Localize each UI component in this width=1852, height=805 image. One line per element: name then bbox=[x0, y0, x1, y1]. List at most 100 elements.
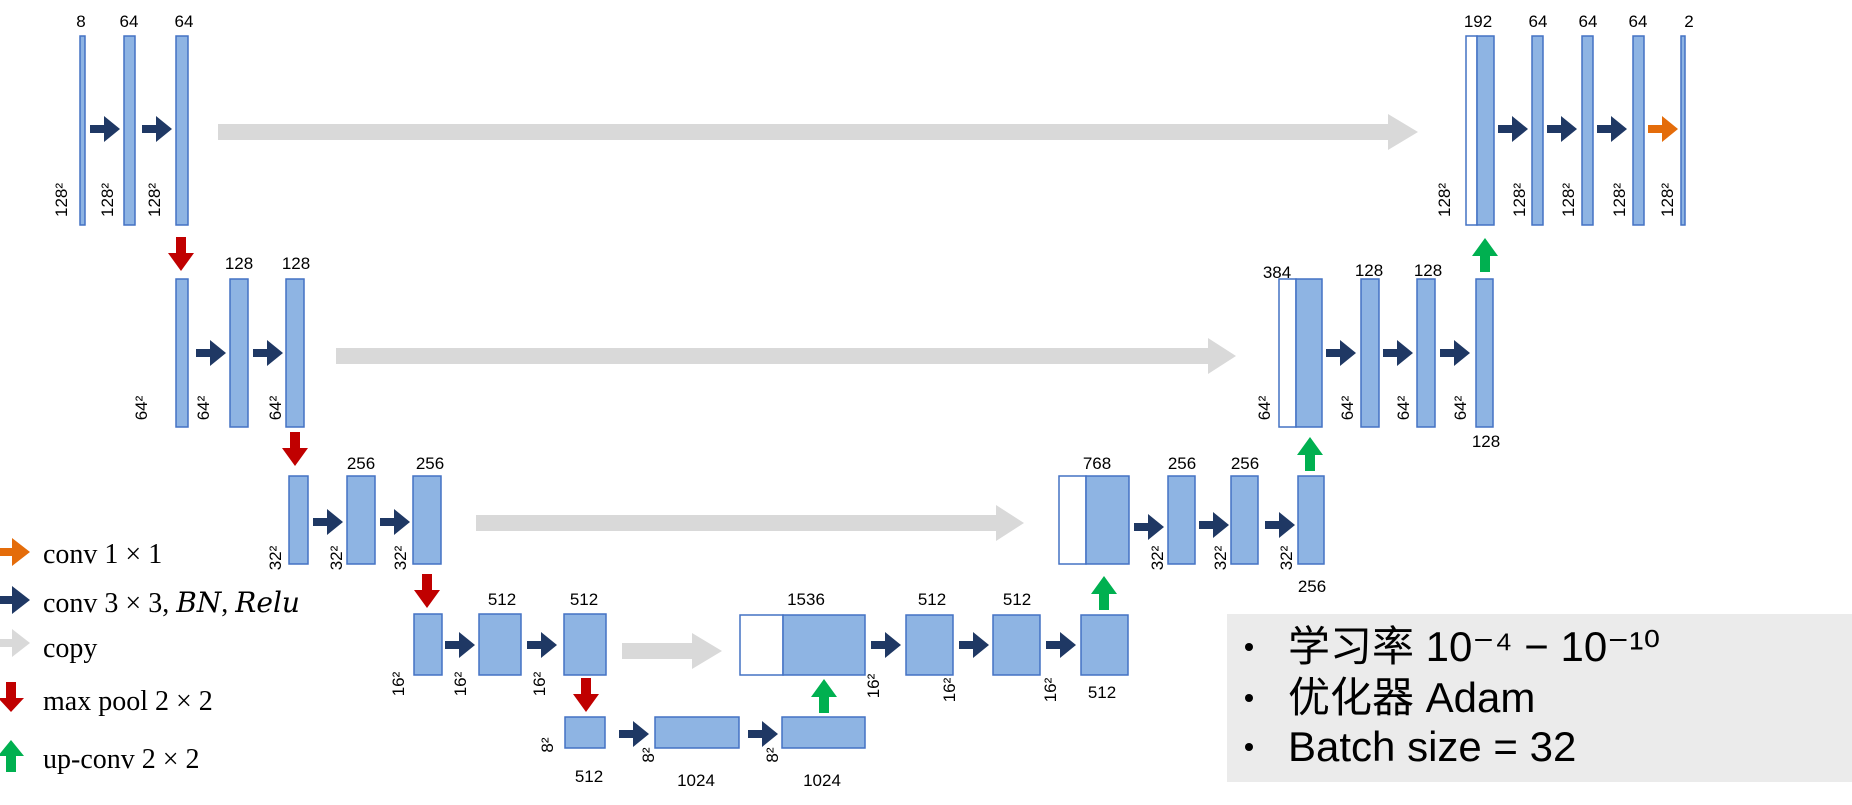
block-dec4-up bbox=[782, 614, 866, 676]
conv3x3-arrow bbox=[1199, 512, 1229, 538]
conv3x3-arrow bbox=[313, 509, 343, 535]
legend-item-conv1x1: conv 1 × 1 bbox=[43, 539, 162, 570]
size-label: 64² bbox=[132, 395, 151, 420]
block-enc3-a bbox=[288, 475, 309, 565]
conv3x3-arrow bbox=[196, 340, 226, 366]
channel-label: 512 bbox=[570, 590, 598, 609]
size-label: 64² bbox=[1394, 395, 1413, 420]
channel-label: 256 bbox=[1298, 577, 1326, 596]
channel-label: 64 bbox=[1629, 12, 1648, 31]
size-label: 32² bbox=[391, 545, 410, 570]
channel-label: 384 bbox=[1263, 263, 1291, 282]
conv3x3-arrow bbox=[619, 721, 649, 747]
block-enc1-b bbox=[123, 35, 136, 226]
size-label: 64² bbox=[266, 395, 285, 420]
bullet-icon bbox=[1245, 694, 1253, 702]
channel-label: 64 bbox=[1529, 12, 1548, 31]
block-enc1-c bbox=[175, 35, 189, 226]
upconv-arrow bbox=[811, 679, 837, 713]
conv3x3-arrow bbox=[445, 632, 475, 658]
size-label: 128² bbox=[98, 183, 117, 217]
copy-arrow-level2 bbox=[336, 338, 1236, 374]
block-dec2-b bbox=[1416, 278, 1436, 428]
maxpool-arrow bbox=[282, 432, 308, 466]
channel-label: 768 bbox=[1083, 454, 1111, 473]
size-label: 32² bbox=[1148, 545, 1167, 570]
legend-item-maxpool: max pool 2 × 2 bbox=[43, 686, 213, 717]
training-info-box: 学习率 10⁻⁴ − 10⁻¹⁰ 优化器 Adam Batch size = 3… bbox=[1227, 614, 1852, 782]
size-label: 128² bbox=[52, 183, 71, 217]
upconv-arrow bbox=[1091, 576, 1117, 610]
conv3x3-arrow bbox=[1134, 514, 1164, 540]
conv3x3-arrow bbox=[1597, 116, 1627, 142]
upconv-arrow bbox=[1472, 238, 1498, 272]
block-dec2-c bbox=[1475, 278, 1494, 428]
info-box-background bbox=[1227, 614, 1852, 782]
size-label: 8² bbox=[639, 747, 658, 762]
legend-item-copy: copy bbox=[43, 633, 97, 664]
block-dec3-b bbox=[1230, 475, 1259, 565]
conv3x3-arrow bbox=[959, 632, 989, 658]
block-bottleneck-b bbox=[654, 716, 740, 749]
channel-label: 1024 bbox=[677, 771, 715, 790]
size-label: 128² bbox=[1559, 183, 1578, 217]
channel-label: 1024 bbox=[803, 771, 841, 790]
upconv-arrow bbox=[1297, 437, 1323, 471]
block-enc4-a bbox=[413, 613, 443, 676]
size-label: 32² bbox=[327, 545, 346, 570]
block-bottleneck-a bbox=[564, 716, 606, 749]
channel-label: 128 bbox=[225, 254, 253, 273]
block-enc4-c bbox=[563, 613, 607, 676]
block-dec4-a bbox=[905, 614, 954, 676]
conv3x3-arrow bbox=[253, 340, 283, 366]
channel-label: 512 bbox=[575, 767, 603, 786]
channel-label: 64 bbox=[1579, 12, 1598, 31]
size-label: 16² bbox=[864, 673, 883, 698]
block-dec1-skip bbox=[1465, 35, 1478, 226]
channel-label: 256 bbox=[1168, 454, 1196, 473]
channel-label: 512 bbox=[918, 590, 946, 609]
orange-arrow-icon bbox=[0, 538, 30, 566]
conv3x3-arrow bbox=[1440, 340, 1470, 366]
block-enc3-b bbox=[346, 475, 376, 565]
block-dec3-up bbox=[1085, 475, 1130, 565]
channel-label: 512 bbox=[488, 590, 516, 609]
conv3x3-arrow bbox=[748, 721, 778, 747]
channel-label: 128 bbox=[1472, 432, 1500, 451]
block-dec1-up bbox=[1476, 35, 1495, 226]
maxpool-arrow bbox=[573, 678, 599, 712]
block-enc3-c bbox=[412, 475, 442, 565]
channel-label: 64 bbox=[120, 12, 139, 31]
size-label: 16² bbox=[530, 671, 549, 696]
block-dec4-c bbox=[1080, 614, 1129, 676]
size-label: 16² bbox=[1041, 677, 1060, 702]
block-dec1-c bbox=[1632, 35, 1645, 226]
block-enc2-a bbox=[175, 278, 189, 428]
channel-label: 1536 bbox=[787, 590, 825, 609]
conv3x3-arrow bbox=[142, 116, 172, 142]
block-dec1-a bbox=[1531, 35, 1544, 226]
block-dec3-skip bbox=[1058, 475, 1087, 565]
block-enc2-c bbox=[285, 278, 305, 428]
block-dec1-b bbox=[1581, 35, 1594, 226]
block-dec4-skip bbox=[739, 614, 784, 676]
red-down-arrow-icon bbox=[0, 682, 24, 712]
channel-label: 64 bbox=[175, 12, 194, 31]
size-label: 64² bbox=[1338, 395, 1357, 420]
block-dec2-skip bbox=[1278, 278, 1297, 428]
conv3x3-arrow bbox=[380, 509, 410, 535]
size-label: 64² bbox=[1255, 395, 1274, 420]
size-label: 16² bbox=[389, 671, 408, 696]
gray-arrow-icon bbox=[0, 629, 30, 657]
channel-label: 2 bbox=[1684, 12, 1693, 31]
legend: conv 1 × 1 conv 3 × 3, 𝐵𝑁, 𝑅𝑒𝑙𝑢 copy max… bbox=[0, 538, 300, 775]
block-enc1-a bbox=[79, 35, 86, 226]
copy-arrow-level4 bbox=[622, 633, 722, 669]
conv3x3-arrow bbox=[90, 116, 120, 142]
block-dec3-a bbox=[1167, 475, 1196, 565]
block-enc4-b bbox=[478, 613, 522, 676]
maxpool-arrow bbox=[414, 574, 440, 608]
conv3x3-arrow bbox=[1265, 512, 1295, 538]
bullet-icon bbox=[1245, 643, 1253, 651]
channel-label: 8 bbox=[76, 12, 85, 31]
